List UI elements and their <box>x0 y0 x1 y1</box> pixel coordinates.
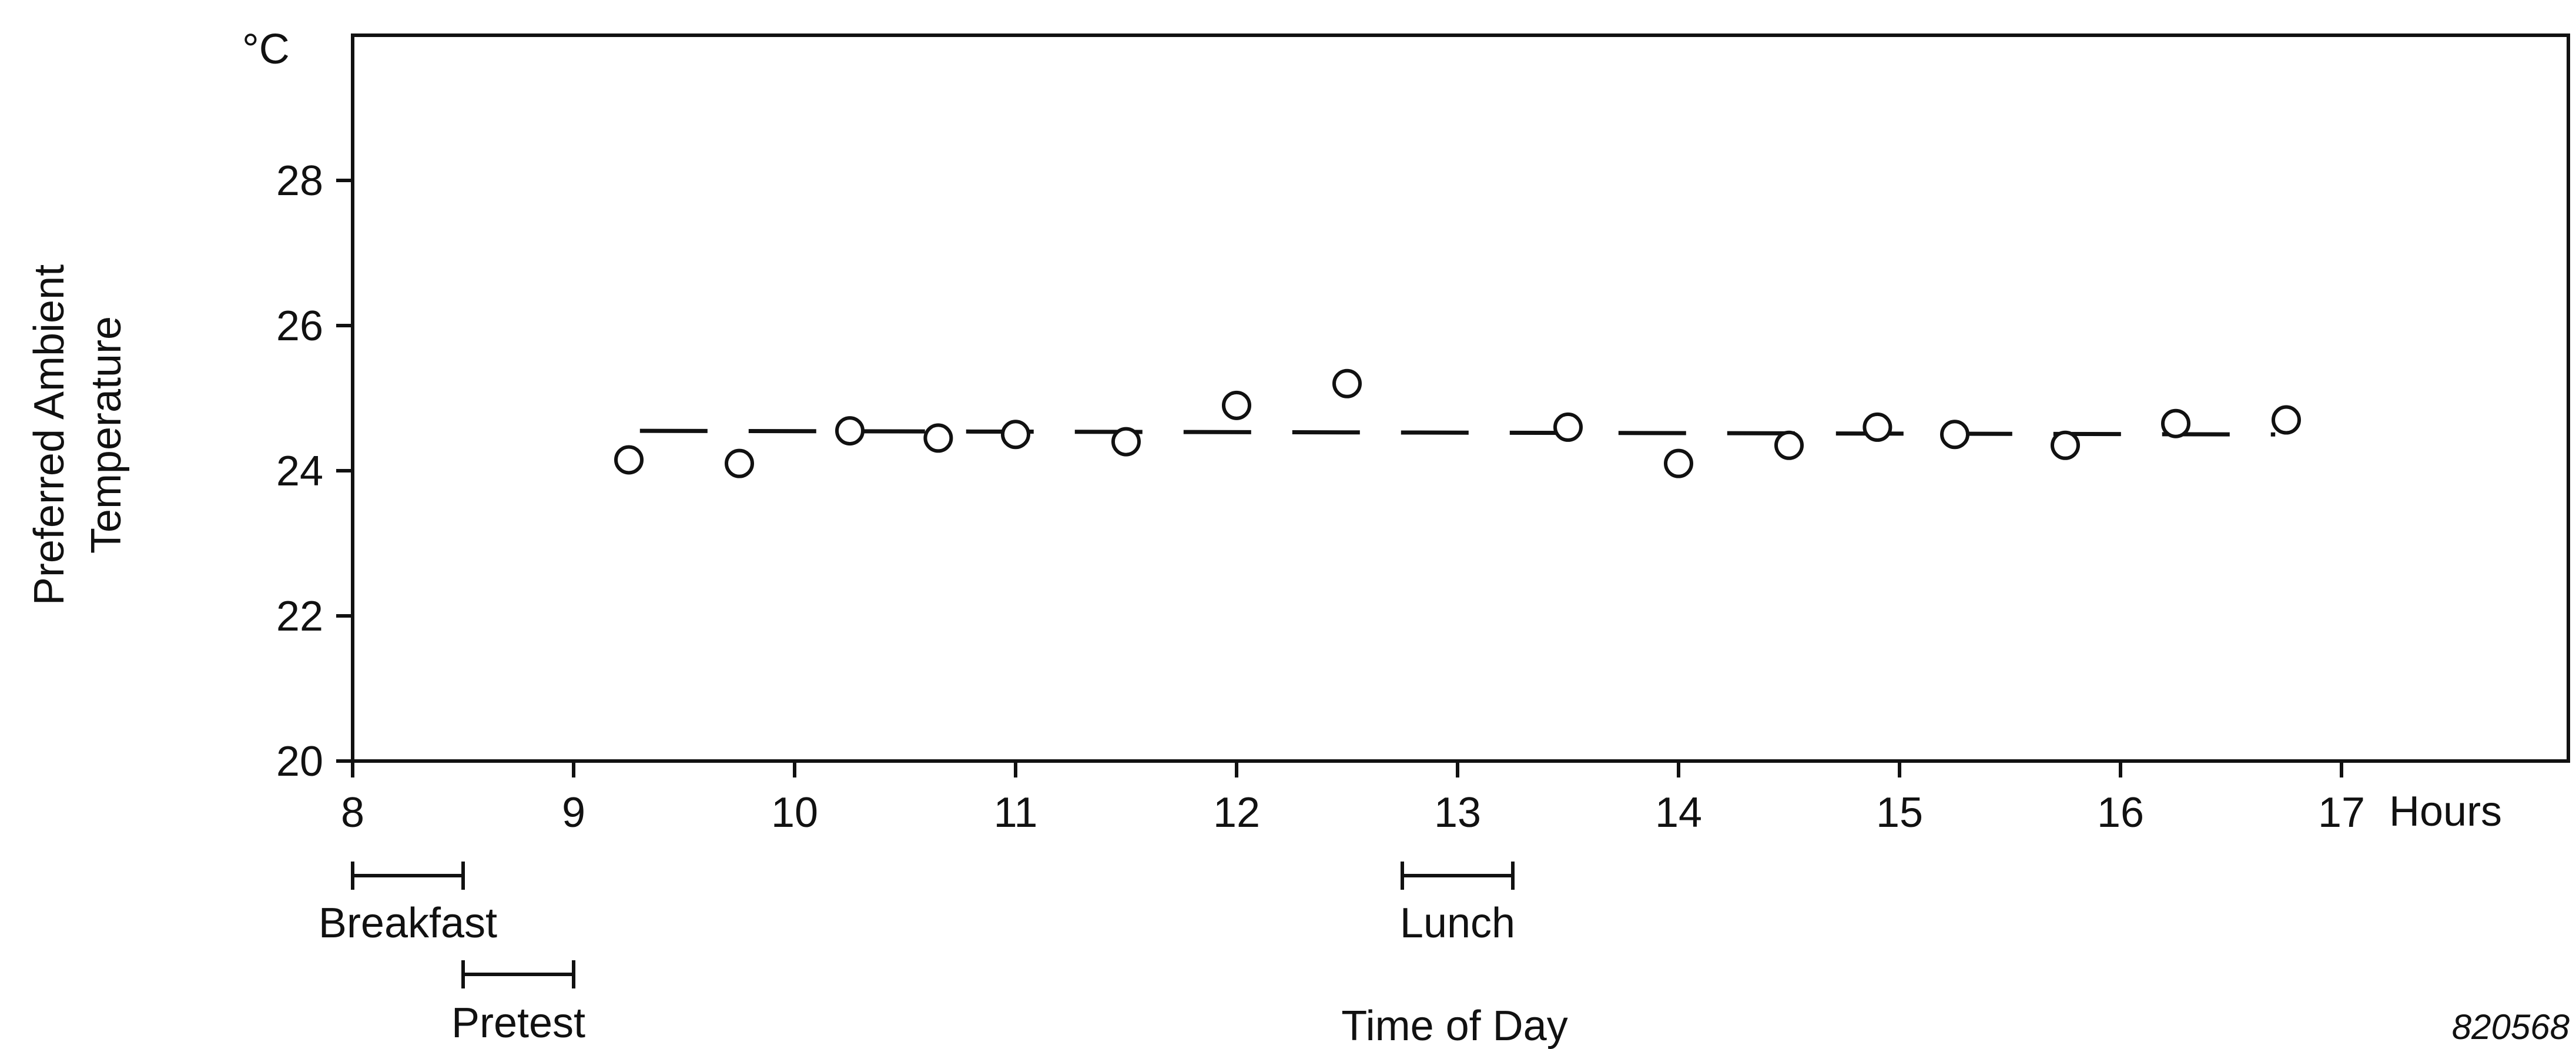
y-tick-label: 20 <box>276 738 323 785</box>
figure-id: 820568 <box>2452 1007 2570 1047</box>
data-points <box>614 368 2301 478</box>
x-tick-label: 9 <box>562 789 585 836</box>
y-tick-label: 22 <box>276 593 323 640</box>
period-label: Breakfast <box>319 900 497 947</box>
data-point <box>1222 390 1251 420</box>
y-axis-ticks: 20 22 24 26 28 <box>276 157 353 785</box>
y-axis-title-line1: Preferred Ambient <box>26 264 73 605</box>
y-tick-label: 26 <box>276 303 323 350</box>
data-point <box>1664 448 1693 478</box>
x-axis-ticks: 8 9 10 11 12 13 14 15 16 17 <box>341 761 2365 836</box>
x-tick-label: 16 <box>2097 789 2144 836</box>
data-point <box>614 445 644 475</box>
period-label: Pretest <box>451 1000 585 1047</box>
plot-border <box>351 33 2570 763</box>
y-axis-title-line2: Temperature <box>83 316 130 554</box>
data-point <box>725 448 754 478</box>
time-periods: Breakfast Pretest Lunch <box>319 862 1515 1047</box>
x-tick-label: 10 <box>771 789 818 836</box>
y-tick-label: 24 <box>276 448 323 495</box>
y-tick-label: 28 <box>276 157 323 205</box>
x-tick-label: 14 <box>1655 789 1702 836</box>
x-axis-title: Time of Day <box>1341 1003 1567 1049</box>
data-point <box>2161 408 2190 438</box>
data-point <box>923 423 953 453</box>
x-tick-label: 11 <box>994 789 1038 836</box>
data-point <box>1940 420 1969 450</box>
data-point <box>1332 368 1362 398</box>
data-point <box>1553 412 1583 442</box>
x-tick-label: 17 <box>2318 789 2365 836</box>
data-point <box>1111 427 1141 457</box>
x-tick-label: 15 <box>1876 789 1923 836</box>
x-tick-label: 8 <box>341 789 364 836</box>
data-point <box>2272 405 2301 435</box>
data-point <box>1001 420 1030 450</box>
trend-line <box>639 428 2276 437</box>
x-tick-label: 12 <box>1213 789 1260 836</box>
y-unit-label: °C <box>242 26 290 73</box>
period-label: Lunch <box>1400 900 1515 947</box>
data-point <box>1774 430 1804 460</box>
x-unit-label: Hours <box>2389 788 2502 835</box>
trend-line-layer <box>639 428 2276 437</box>
data-point <box>835 416 865 446</box>
x-tick-label: 13 <box>1434 789 1481 836</box>
data-point <box>1863 412 1892 442</box>
plot-frame <box>351 33 2570 763</box>
data-point <box>2051 430 2080 460</box>
